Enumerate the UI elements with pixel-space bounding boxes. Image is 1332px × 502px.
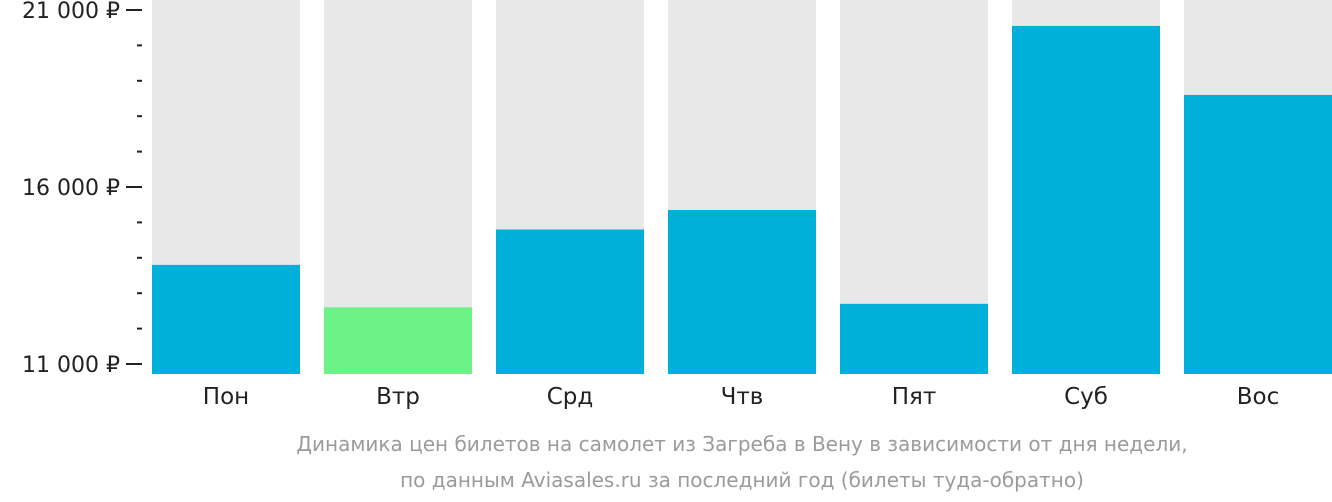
bar <box>668 210 816 374</box>
bar <box>840 303 988 374</box>
x-category-label: Втр <box>376 384 420 410</box>
x-category-label: Пон <box>203 384 249 410</box>
x-category-label: Пят <box>892 384 937 410</box>
bar <box>152 264 300 374</box>
caption-line-2: по данным Aviasales.ru за последний год … <box>400 468 1084 492</box>
y-tick-label: 21 000 ₽ <box>22 0 120 24</box>
bar <box>1012 25 1160 375</box>
x-category-label: Вос <box>1237 384 1280 410</box>
chart-caption: Динамика цен билетов на самолет из Загре… <box>296 432 1187 492</box>
x-category-label: Чтв <box>721 384 764 410</box>
y-tick-label: 11 000 ₽ <box>22 353 120 378</box>
x-category-label: Срд <box>547 384 594 410</box>
bars <box>152 0 1332 375</box>
bar <box>1184 94 1332 375</box>
x-axis-labels: Пон Втр Срд Чтв Пят Суб Вос <box>203 384 1279 410</box>
x-category-label: Суб <box>1064 384 1108 410</box>
bar-cheapest <box>324 307 472 374</box>
y-axis: 11 000 ₽ 16 000 ₽ 21 000 ₽ <box>22 0 142 378</box>
y-tick-label: 16 000 ₽ <box>22 176 120 201</box>
bar <box>496 229 644 374</box>
caption-line-1: Динамика цен билетов на самолет из Загре… <box>296 432 1187 456</box>
